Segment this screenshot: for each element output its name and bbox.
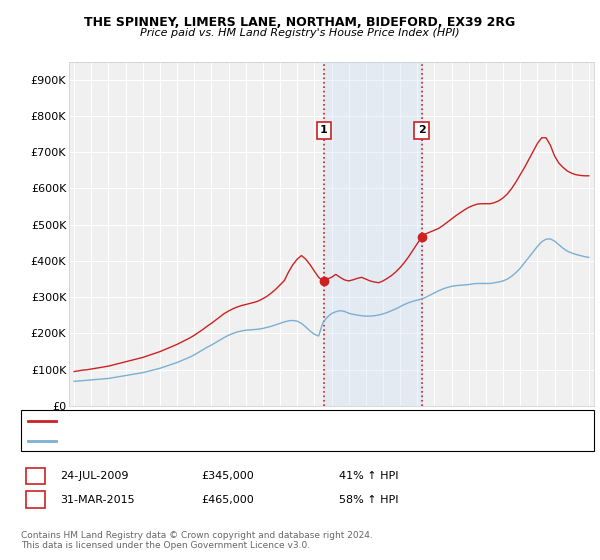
Text: Price paid vs. HM Land Registry's House Price Index (HPI): Price paid vs. HM Land Registry's House … xyxy=(140,28,460,38)
Text: THE SPINNEY, LIMERS LANE, NORTHAM, BIDEFORD, EX39 2RG: THE SPINNEY, LIMERS LANE, NORTHAM, BIDEF… xyxy=(85,16,515,29)
Text: 41% ↑ HPI: 41% ↑ HPI xyxy=(339,471,398,481)
Text: HPI: Average price, detached house, Torridge: HPI: Average price, detached house, Torr… xyxy=(60,436,280,446)
Text: £345,000: £345,000 xyxy=(201,471,254,481)
Text: £465,000: £465,000 xyxy=(201,494,254,505)
Text: THE SPINNEY, LIMERS LANE, NORTHAM, BIDEFORD, EX39 2RG (detached house): THE SPINNEY, LIMERS LANE, NORTHAM, BIDEF… xyxy=(60,416,453,426)
Text: 31-MAR-2015: 31-MAR-2015 xyxy=(60,494,134,505)
Text: 1: 1 xyxy=(32,471,39,481)
Text: Contains HM Land Registry data © Crown copyright and database right 2024.
This d: Contains HM Land Registry data © Crown c… xyxy=(21,530,373,550)
Text: 2: 2 xyxy=(32,494,39,505)
Text: 1: 1 xyxy=(320,125,328,136)
Text: 24-JUL-2009: 24-JUL-2009 xyxy=(60,471,128,481)
Text: 58% ↑ HPI: 58% ↑ HPI xyxy=(339,494,398,505)
Bar xyxy=(324,62,422,406)
Text: 2: 2 xyxy=(418,125,425,136)
